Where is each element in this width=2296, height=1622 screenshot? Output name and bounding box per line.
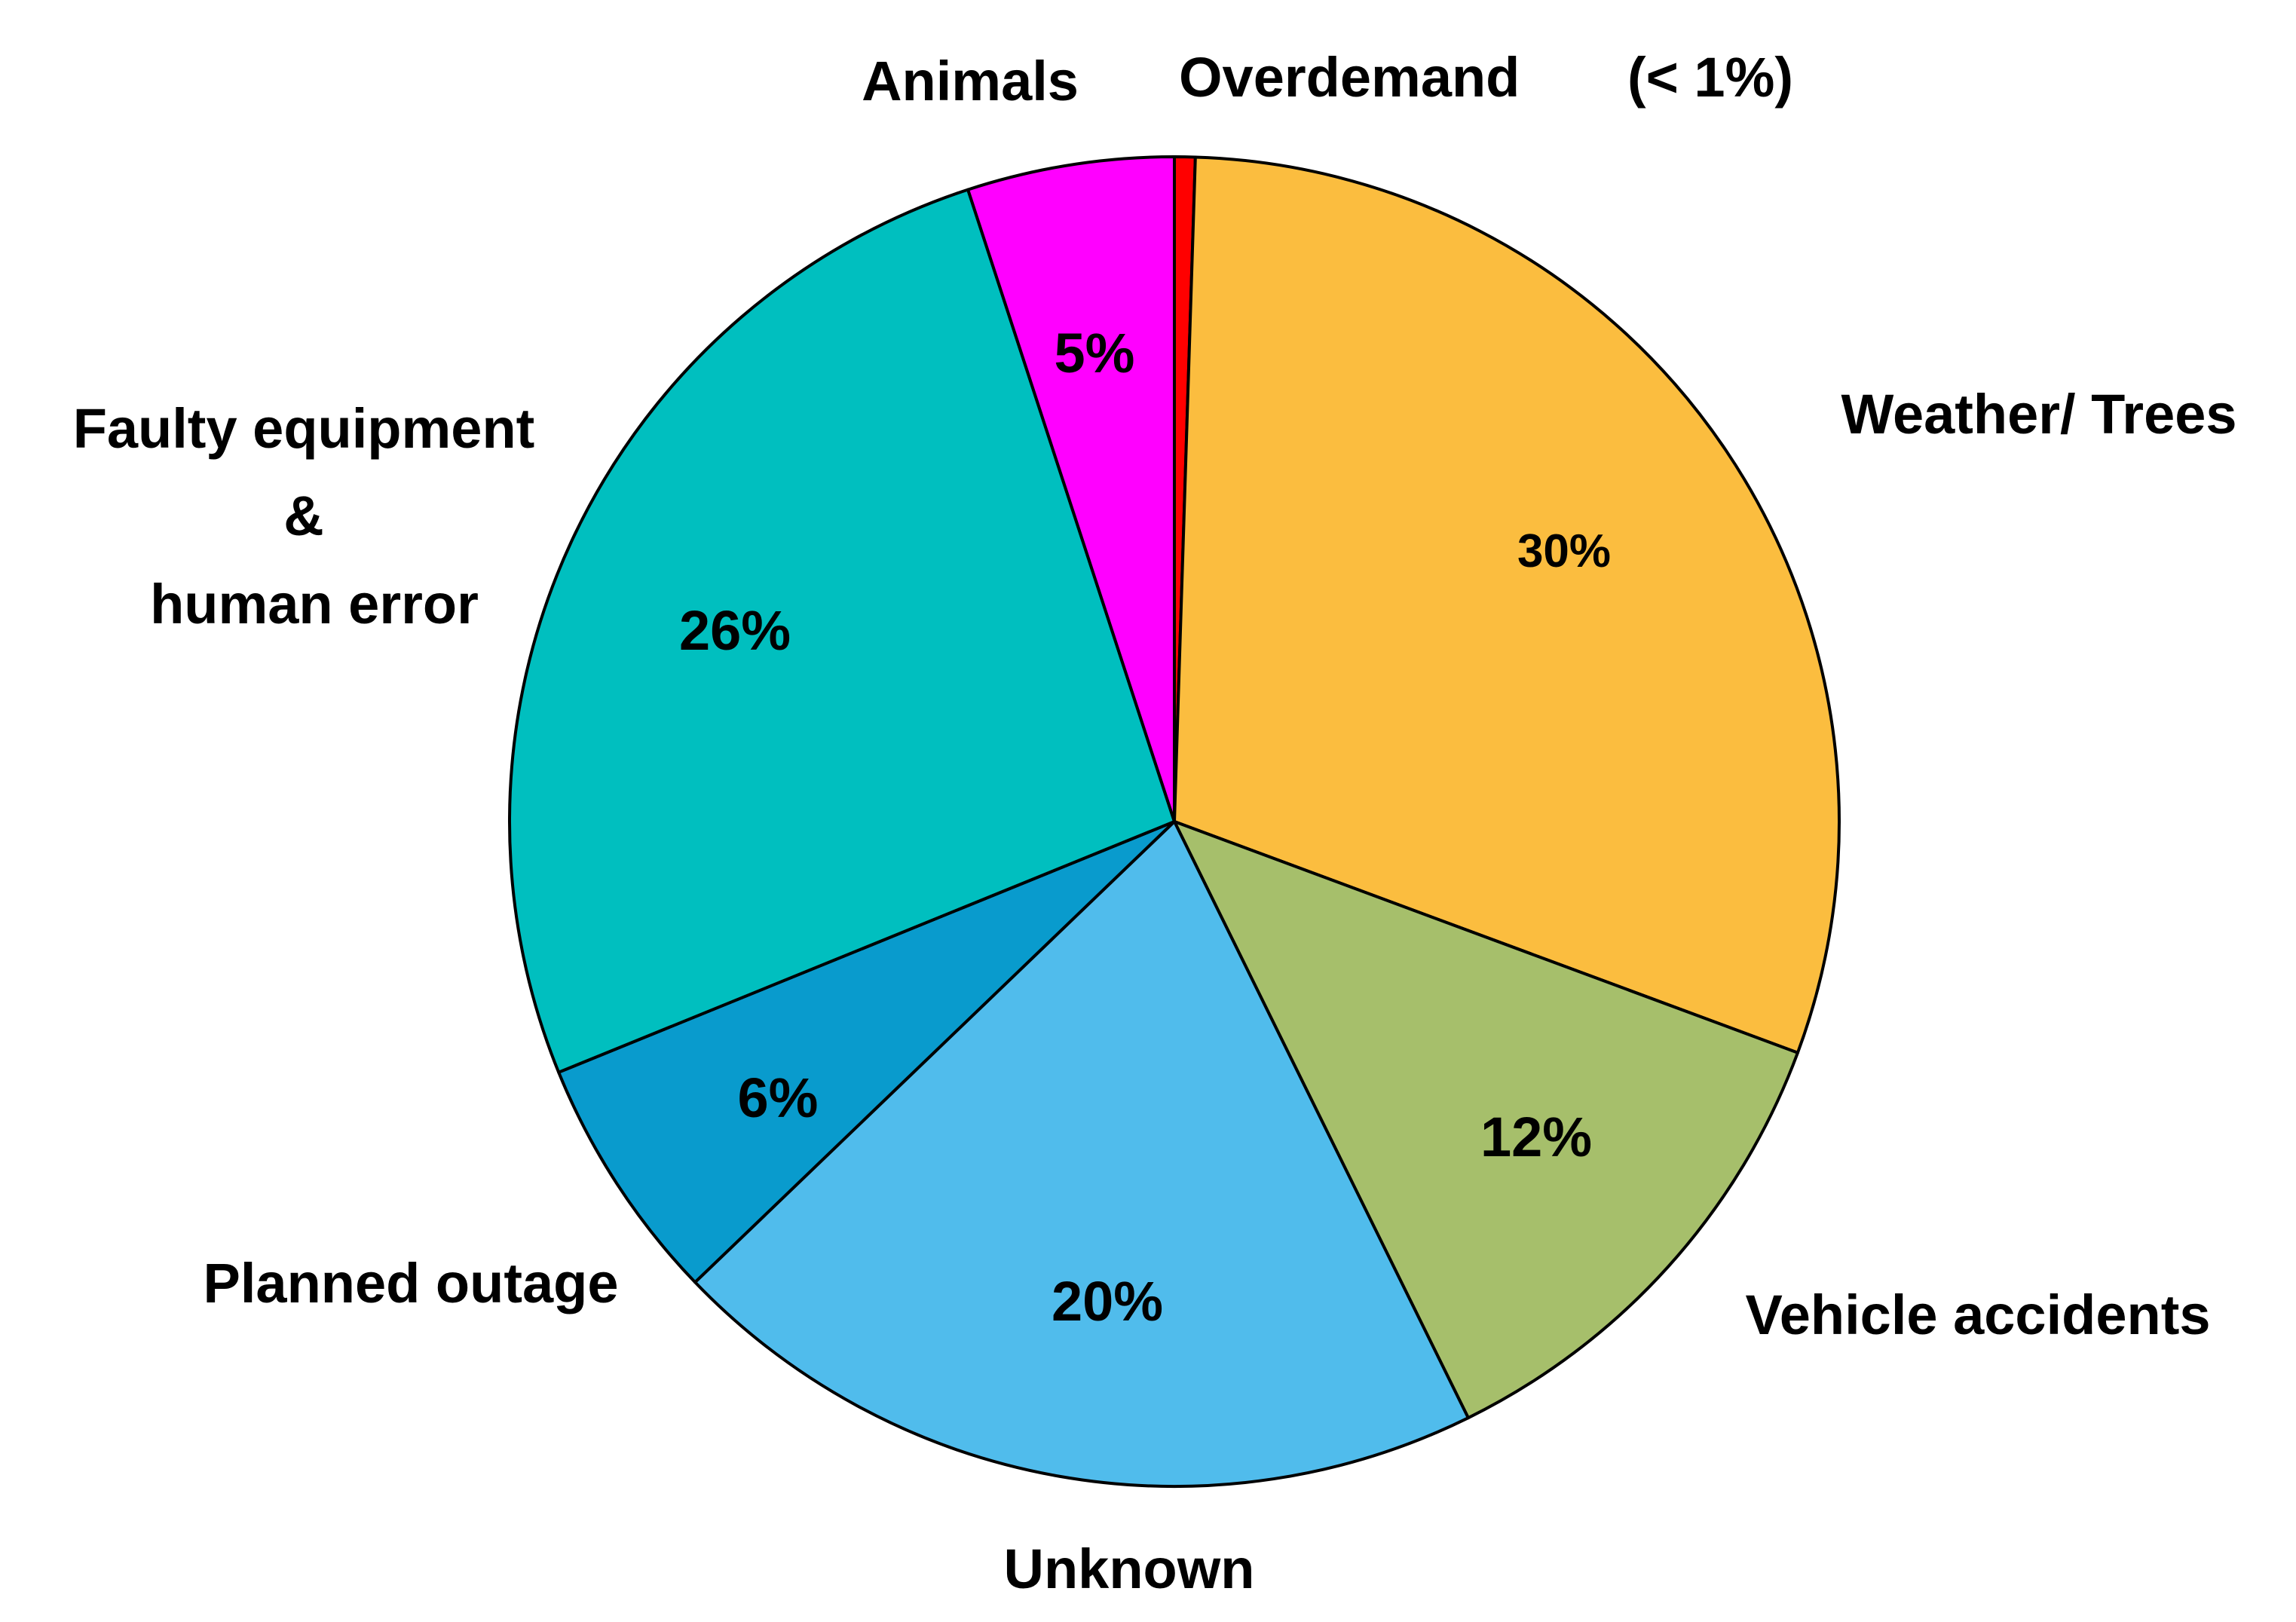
label-planned-outage: Planned outage bbox=[204, 1252, 619, 1314]
pie-slices bbox=[507, 155, 1841, 1488]
label-vehicle-accidents: Vehicle accidents bbox=[1745, 1284, 2210, 1346]
pct-label-weather: 30% bbox=[1517, 525, 1611, 577]
pie-slice-vehicle-accidents bbox=[1173, 820, 1799, 1420]
label-unknown: Unknown bbox=[1004, 1538, 1255, 1600]
percentage-labels: 30% 12% 20% 6% 26% 5% bbox=[679, 322, 1611, 1333]
pie-slice-unknown bbox=[693, 820, 1470, 1488]
label-faulty-line1: Faulty equipment bbox=[73, 397, 535, 460]
label-animals: Animals bbox=[862, 50, 1079, 112]
label-faulty-line3: human error bbox=[150, 573, 479, 635]
label-overdemand: Overdemand bbox=[1179, 46, 1520, 109]
pie-slice-planned-outage bbox=[557, 820, 1176, 1284]
pct-label-animals: 5% bbox=[1055, 322, 1135, 384]
pie-slice-animals bbox=[966, 155, 1176, 823]
label-faulty-line2: & bbox=[283, 485, 323, 547]
pct-label-faulty: 26% bbox=[679, 599, 791, 662]
pct-label-planned: 6% bbox=[738, 1067, 819, 1129]
pie-slice-faulty-equipment-human-error bbox=[507, 188, 1176, 1074]
pct-label-unknown: 20% bbox=[1052, 1270, 1163, 1333]
label-overdemand-pct: (< 1%) bbox=[1627, 46, 1793, 109]
label-weather-trees: Weather/ Trees bbox=[1841, 383, 2236, 445]
pie-slice-weather-trees bbox=[1173, 155, 1841, 1054]
category-labels: Animals Overdemand (< 1%) Weather/ Trees… bbox=[73, 46, 2237, 1600]
pct-label-vehicle: 12% bbox=[1480, 1106, 1592, 1168]
